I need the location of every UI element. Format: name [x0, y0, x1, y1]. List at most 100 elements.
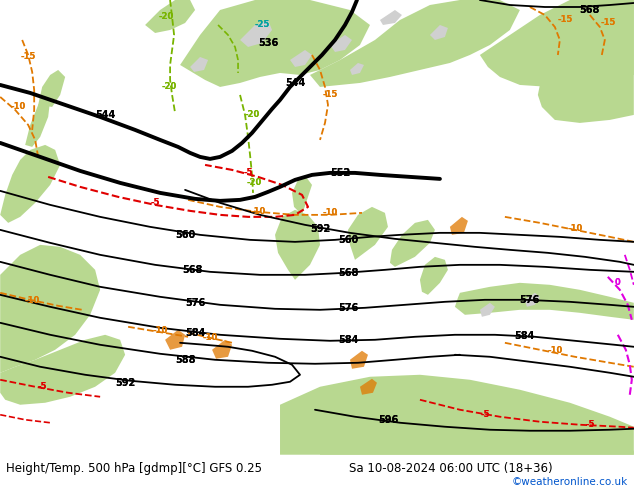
- Text: 560: 560: [338, 235, 358, 245]
- Text: -10: -10: [25, 296, 40, 305]
- Polygon shape: [350, 351, 368, 369]
- Polygon shape: [0, 335, 125, 405]
- Text: 576: 576: [185, 298, 205, 308]
- Text: 576: 576: [338, 303, 358, 313]
- Text: Sa 10-08-2024 06:00 UTC (18+36): Sa 10-08-2024 06:00 UTC (18+36): [349, 462, 552, 475]
- Text: 0: 0: [615, 278, 621, 287]
- Text: 596: 596: [378, 415, 398, 425]
- Polygon shape: [360, 379, 377, 395]
- Polygon shape: [348, 207, 388, 260]
- Text: -20: -20: [247, 178, 262, 187]
- Text: 552: 552: [330, 168, 350, 178]
- Polygon shape: [380, 10, 402, 25]
- Text: 568: 568: [182, 265, 202, 275]
- Text: 588: 588: [175, 355, 195, 365]
- Text: 544: 544: [285, 78, 305, 88]
- Polygon shape: [538, 55, 634, 123]
- Polygon shape: [320, 393, 634, 455]
- Polygon shape: [38, 70, 65, 107]
- Text: -10: -10: [322, 208, 338, 218]
- Text: -5: -5: [585, 420, 595, 429]
- Text: -10: -10: [11, 102, 26, 111]
- Text: -20: -20: [245, 110, 260, 120]
- Text: -10: -10: [202, 333, 217, 343]
- Text: -15: -15: [20, 52, 36, 61]
- Text: 560: 560: [338, 235, 358, 245]
- Text: 592: 592: [115, 378, 135, 388]
- Polygon shape: [0, 145, 60, 223]
- Polygon shape: [180, 0, 370, 87]
- Text: -10: -10: [250, 207, 266, 217]
- Text: -5: -5: [243, 169, 253, 177]
- Polygon shape: [525, 293, 540, 307]
- Text: -20: -20: [158, 12, 174, 22]
- Polygon shape: [455, 283, 634, 320]
- Polygon shape: [280, 375, 634, 455]
- Text: -5: -5: [150, 198, 160, 207]
- Text: 576: 576: [520, 295, 540, 305]
- Text: -5: -5: [37, 382, 47, 391]
- Text: -10: -10: [202, 333, 217, 343]
- Polygon shape: [330, 35, 352, 52]
- Polygon shape: [450, 217, 468, 235]
- Polygon shape: [212, 340, 232, 359]
- Polygon shape: [580, 0, 634, 57]
- Polygon shape: [390, 220, 435, 267]
- Text: -15: -15: [557, 16, 573, 24]
- Text: 536: 536: [258, 38, 278, 48]
- Text: -15: -15: [322, 91, 338, 99]
- Text: -5: -5: [37, 382, 47, 391]
- Polygon shape: [275, 210, 320, 280]
- Text: -20: -20: [162, 82, 177, 92]
- Text: -5: -5: [480, 410, 489, 419]
- Text: -10: -10: [547, 346, 562, 355]
- Text: 592: 592: [310, 224, 330, 234]
- Text: -10: -10: [25, 296, 40, 305]
- Text: -10: -10: [567, 224, 583, 233]
- Text: 552: 552: [330, 168, 350, 178]
- Text: 560: 560: [175, 230, 195, 240]
- Text: 536: 536: [258, 38, 278, 48]
- Text: -10: -10: [11, 102, 26, 111]
- Text: -15: -15: [557, 16, 573, 24]
- Text: 592: 592: [310, 224, 330, 234]
- Text: 588: 588: [175, 355, 195, 365]
- Text: 568: 568: [338, 268, 358, 278]
- Text: -20: -20: [247, 178, 262, 187]
- Text: 584: 584: [338, 335, 358, 345]
- Text: 584: 584: [185, 328, 205, 338]
- Polygon shape: [292, 177, 312, 215]
- Text: -15: -15: [600, 19, 616, 27]
- Text: -15: -15: [20, 52, 36, 61]
- Text: -10: -10: [250, 207, 266, 217]
- Text: -5: -5: [480, 410, 489, 419]
- Text: 584: 584: [185, 328, 205, 338]
- Text: 584: 584: [515, 331, 535, 341]
- Text: 584: 584: [338, 335, 358, 345]
- Text: 576: 576: [185, 298, 205, 308]
- Polygon shape: [480, 0, 634, 87]
- Text: -25: -25: [254, 21, 269, 29]
- Polygon shape: [430, 25, 448, 40]
- Text: -20: -20: [245, 110, 260, 120]
- Text: 544: 544: [95, 110, 115, 120]
- Text: -10: -10: [547, 346, 562, 355]
- Polygon shape: [25, 95, 50, 147]
- Polygon shape: [145, 0, 195, 33]
- Polygon shape: [240, 20, 272, 47]
- Text: -15: -15: [322, 91, 338, 99]
- Text: 584: 584: [515, 331, 535, 341]
- Text: 576: 576: [338, 303, 358, 313]
- Text: -15: -15: [600, 19, 616, 27]
- Text: 592: 592: [115, 378, 135, 388]
- Polygon shape: [0, 245, 100, 455]
- Text: 568: 568: [579, 5, 600, 15]
- Text: 596: 596: [378, 415, 398, 425]
- Text: ©weatheronline.co.uk: ©weatheronline.co.uk: [512, 477, 628, 487]
- Text: 568: 568: [182, 265, 202, 275]
- Text: -10: -10: [322, 208, 338, 218]
- Text: -10: -10: [152, 326, 168, 335]
- Polygon shape: [350, 63, 364, 75]
- Text: -20: -20: [162, 82, 177, 92]
- Polygon shape: [165, 330, 185, 350]
